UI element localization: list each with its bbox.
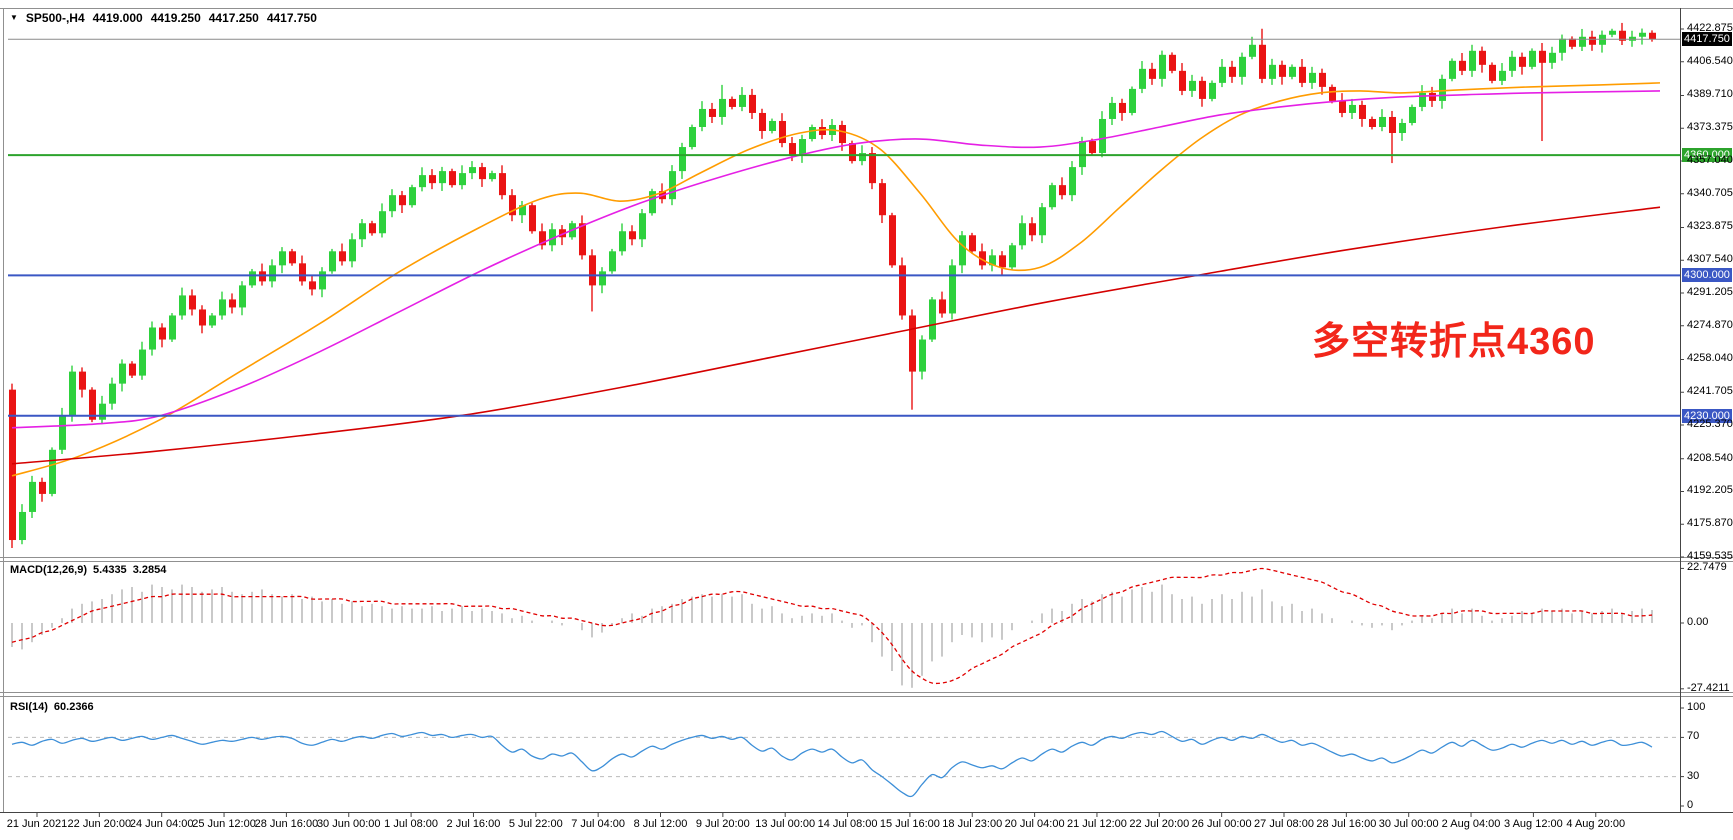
ohlc-high: 4419.250 <box>150 11 201 25</box>
macd-signal-value: 3.2854 <box>132 564 167 576</box>
symbol-label: SP500-,H4 <box>25 11 85 25</box>
rsi-line <box>11 730 1653 798</box>
macd-label-text: MACD(12,26,9) <box>10 564 88 576</box>
macd-histogram <box>11 584 1653 688</box>
macd-signal-line <box>11 567 1653 685</box>
rsi-value: 60.2366 <box>53 701 94 713</box>
symbol-dropdown-icon[interactable]: ▼ <box>10 13 18 22</box>
ma-line-slow[interactable] <box>11 206 1661 465</box>
ohlc-low: 4417.250 <box>208 11 259 25</box>
chart-title: ▼ SP500-,H4 4419.000 4419.250 4417.250 4… <box>10 11 317 25</box>
ohlc-open: 4419.000 <box>92 11 143 25</box>
ma-line-mid[interactable] <box>11 90 1661 429</box>
macd-value: 5.4335 <box>93 564 127 576</box>
chart-annotation: 多空转折点4360 <box>1312 321 1596 363</box>
macd-indicator-label: MACD(12,26,9) 5.4335 3.2854 <box>10 564 166 576</box>
rsi-indicator-label: RSI(14) 60.2366 <box>10 701 94 713</box>
ohlc-close: 4417.750 <box>266 11 317 25</box>
candles-layer <box>9 22 1656 549</box>
rsi-label-text: RSI(14) <box>10 701 48 713</box>
